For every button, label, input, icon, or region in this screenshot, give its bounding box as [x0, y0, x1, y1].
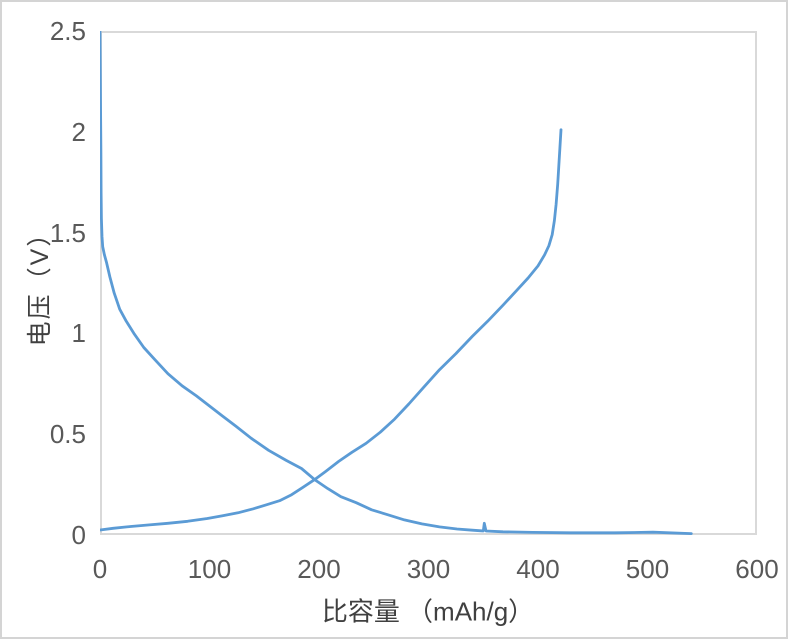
x-tick-label: 200: [297, 554, 341, 584]
x-tick-label: 100: [187, 554, 232, 584]
y-tick-label: 2.5: [49, 16, 86, 46]
x-tick-label: 600: [735, 554, 779, 584]
x-tick-label: 0: [92, 554, 108, 584]
discharge-curve: [100, 31, 693, 535]
y-tick-label: 0: [71, 520, 86, 550]
y-tick-label: 0.5: [49, 419, 86, 450]
chart-canvas: [100, 31, 693, 535]
y-tick-label: 1: [71, 318, 86, 349]
x-tick-label: 400: [516, 554, 560, 584]
x-axis-title: 比容量 （mAh/g）: [321, 596, 535, 627]
y-tick-label: 1.5: [49, 217, 86, 248]
y-tick-label: 2: [71, 116, 86, 147]
x-tick-label: 300: [406, 554, 451, 584]
y-axis-title: 电压（V）: [26, 219, 54, 347]
x-tick-label: 500: [625, 554, 670, 584]
charge-curve: [100, 128, 563, 532]
plot-area: [100, 31, 757, 535]
